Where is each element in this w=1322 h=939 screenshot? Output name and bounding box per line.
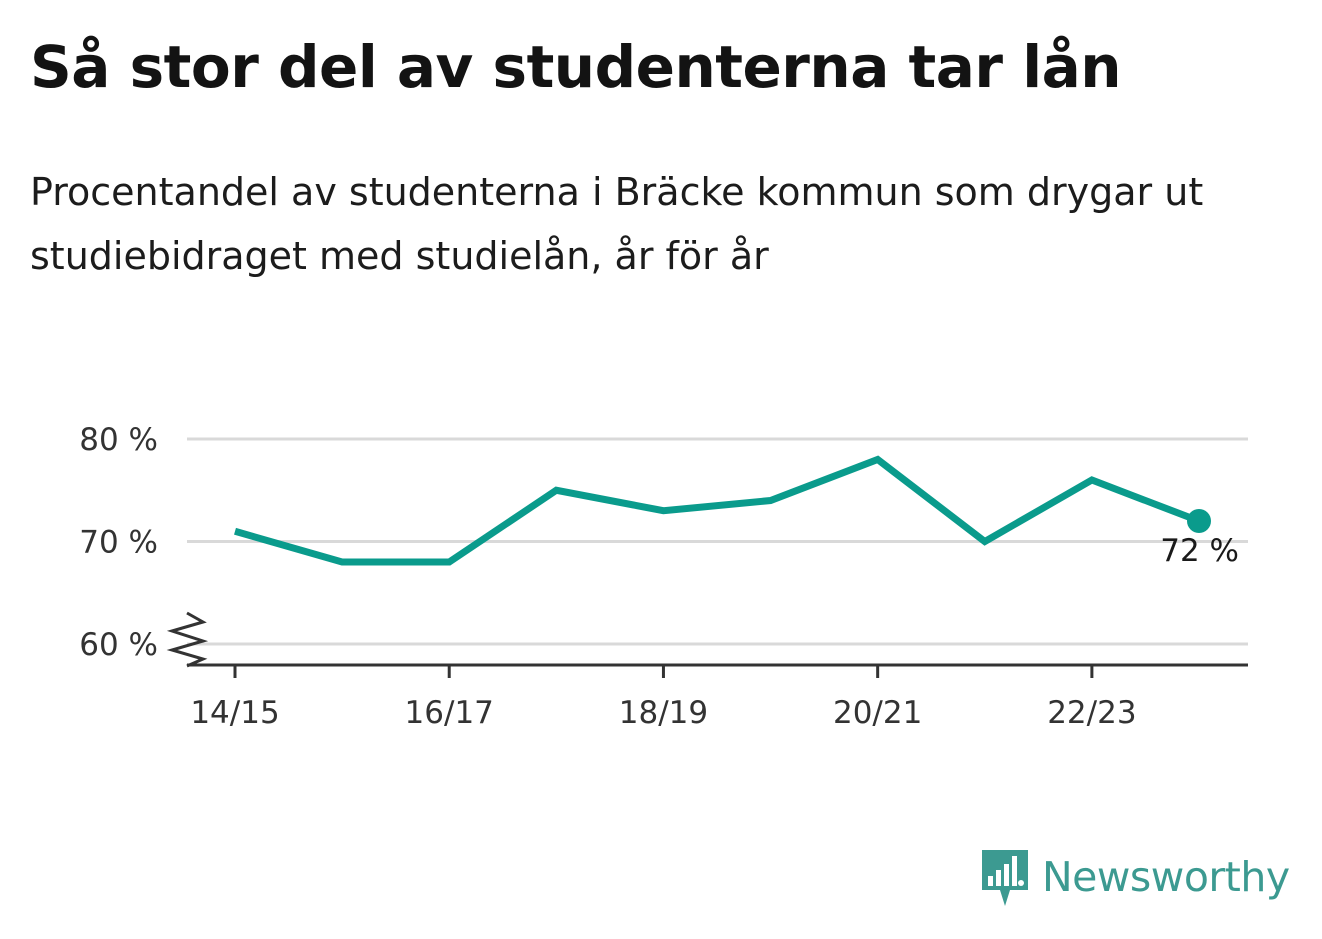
x-tick-label: 20/21 xyxy=(833,695,922,731)
x-axis xyxy=(166,611,1248,668)
axis-break-icon xyxy=(166,611,209,668)
end-value-label: 72 % xyxy=(1160,533,1239,569)
newsworthy-logo: Newsworthy xyxy=(980,846,1290,908)
end-point-marker xyxy=(1187,509,1211,533)
bar-chart-speech-bubble-icon xyxy=(982,850,1028,906)
y-tick-labels: 60 % 70 % 80 % xyxy=(79,422,158,663)
y-tick-label: 70 % xyxy=(79,525,158,561)
y-tick-label: 60 % xyxy=(79,627,158,663)
x-tick-label: 18/19 xyxy=(619,695,708,731)
y-tick-label: 80 % xyxy=(79,422,158,458)
chart-title: Så stor del av studenterna tar lån xyxy=(30,33,1122,101)
brand-name: Newsworthy xyxy=(1042,853,1290,901)
x-tick-label: 16/17 xyxy=(405,695,494,731)
series-line xyxy=(234,455,1201,566)
series-layer: 72 % xyxy=(234,455,1239,569)
x-tick-labels: 14/15 16/17 18/19 20/21 22/23 xyxy=(190,665,1137,731)
x-tick-label: 14/15 xyxy=(190,695,279,731)
grid-lines xyxy=(187,437,1248,646)
x-tick-label: 22/23 xyxy=(1047,695,1136,731)
chart-subtitle: Procentandel av studenterna i Bräcke kom… xyxy=(30,170,1204,278)
